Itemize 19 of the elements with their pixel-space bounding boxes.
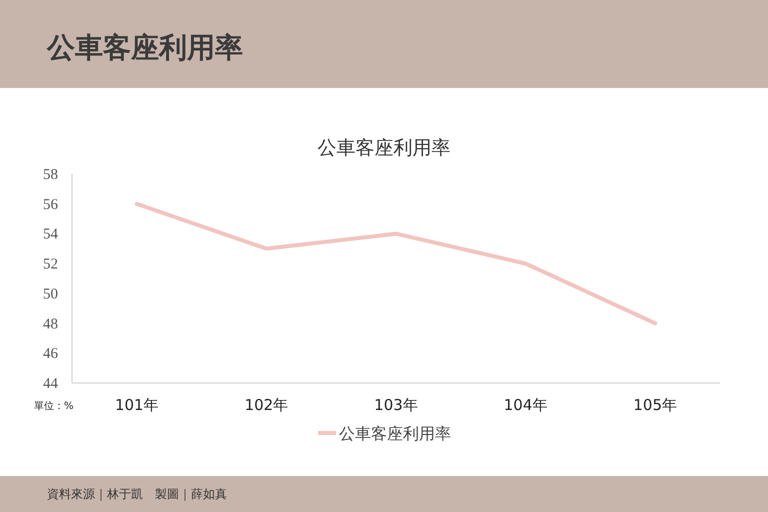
y-tick-label: 52 (43, 256, 58, 273)
y-tick-label: 54 (43, 226, 58, 243)
x-tick-label: 105年 (633, 396, 678, 414)
y-tick-label: 46 (43, 346, 58, 362)
chart-title: 公車客座利用率 (46, 31, 243, 64)
legend-label: 公車客座利用率 (339, 424, 451, 443)
line-series (134, 202, 658, 326)
x-tick-label: 103年 (374, 396, 418, 414)
source-note: 資料來源｜林于凱 製圖｜薛如真 (47, 487, 227, 501)
chart-subtitle: 公車客座利用率 (318, 137, 450, 159)
text: 單位：% (34, 400, 74, 412)
y-tick-label: 44 (43, 376, 58, 392)
y-tick-label: 56 (43, 196, 58, 213)
x-tick-label: 102年 (244, 396, 288, 414)
y-tick-label: 58 (43, 167, 58, 183)
x-tick-label: 101年 (114, 396, 159, 414)
x-tick-label: 104年 (504, 396, 548, 414)
y-tick-label: 48 (43, 316, 58, 332)
y-tick-label: 50 (43, 286, 58, 302)
